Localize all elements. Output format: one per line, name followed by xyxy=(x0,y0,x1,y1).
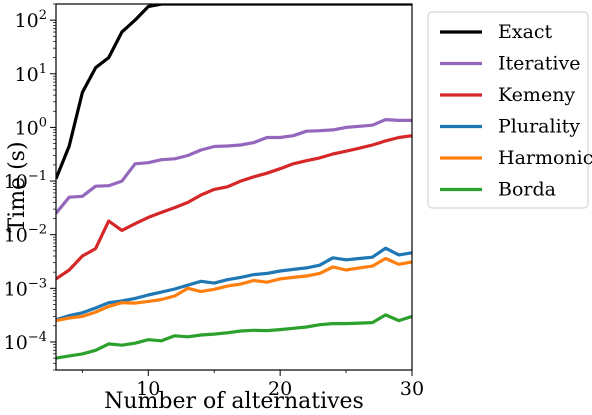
legend: Exact Iterative Kemeny Plurality Harmonic Bor… xyxy=(427,11,592,209)
series-line-exact xyxy=(56,4,412,180)
axis-layer: 10 20 30 10−4 10−3 10−2 10−1 100 101 102 xyxy=(4,3,424,400)
x-tick-label: 20 xyxy=(268,378,292,400)
y-tick-label: 102 xyxy=(15,8,47,32)
series-line-kemeny xyxy=(56,134,412,281)
y-tick-label: 10−2 xyxy=(4,223,47,247)
x-tick-label: 30 xyxy=(400,378,424,400)
legend-label-plurality: Plurality xyxy=(498,116,580,138)
y-axis-label: Time (s) xyxy=(5,141,30,232)
y-tick-label: 100 xyxy=(15,115,47,139)
series-layer xyxy=(56,4,412,360)
series-line-harmonic xyxy=(56,256,412,323)
x-tick-label: 10 xyxy=(136,378,160,400)
series-line-borda xyxy=(56,313,412,360)
x-axis-label: Number of alternatives xyxy=(104,389,364,414)
plot-frame xyxy=(55,3,413,371)
y-tick-label: 10−3 xyxy=(4,276,47,300)
legend-label-borda: Borda xyxy=(498,179,556,201)
series-line-plurality xyxy=(56,246,412,322)
y-tick-label: 10−1 xyxy=(4,169,47,193)
y-tick-label: 10−4 xyxy=(4,330,47,354)
legend-label-kemeny: Kemeny xyxy=(498,84,575,106)
legend-label-harmonic: Harmonic xyxy=(498,147,592,169)
legend-label-iterative: Iterative xyxy=(498,53,581,75)
series-line-iterative xyxy=(56,117,412,215)
legend-label-exact: Exact xyxy=(498,21,553,43)
y-tick-label: 101 xyxy=(15,62,47,86)
